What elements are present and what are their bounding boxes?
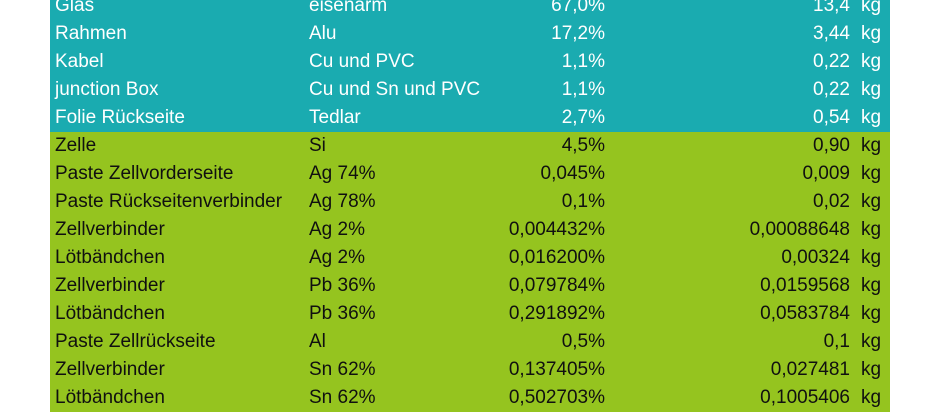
material-cell: Ag 78% [309,191,376,212]
material-cell: Alu [309,23,337,44]
unit-cell: kg [861,219,882,240]
table-row: Zellverbinder Ag 2% 0,004432% 0,00088648 kg [50,216,890,244]
component-cell: Glas [55,0,95,16]
component-cell: Paste Zellvorderseite [55,163,234,184]
mass-cell: 0,54 [813,107,850,128]
unit-cell: kg [861,275,882,296]
material-cell: Pb 36% [309,275,376,296]
material-cell: Sn 62% [309,387,376,408]
percent-cell: 67,0% [551,0,605,16]
unit-cell: kg [861,303,882,324]
material-cell: Si [309,135,326,156]
unit-cell: kg [861,359,882,380]
mass-cell: 3,44 [813,23,850,44]
unit-cell: kg [861,23,882,44]
mass-cell: 0,22 [813,79,850,100]
component-cell: Lötbändchen [55,387,165,408]
percent-cell: 0,016200% [508,247,605,268]
percent-cell: 0,045% [540,163,605,184]
percent-cell: 4,5% [561,135,605,156]
percent-cell: 2,7% [561,107,605,128]
percent-cell: 1,1% [561,51,605,72]
unit-cell: kg [861,0,882,16]
component-cell: Rahmen [55,23,127,44]
mass-cell: 0,00088648 [749,219,850,240]
table-row: junction Box Cu und Sn und PVC 1,1% 0,22 kg [50,76,890,104]
material-cell: Tedlar [309,107,361,128]
component-cell: Zellverbinder [55,219,165,240]
component-cell: Paste Rückseitenverbinder [55,191,283,212]
table-row: Kabel Cu und PVC 1,1% 0,22 kg [50,48,890,76]
unit-cell: kg [861,331,882,352]
table-row: Zellverbinder Pb 36% 0,079784% 0,0159568 kg [50,272,890,300]
material-cell: Cu und PVC [309,51,415,72]
table-row: Rahmen Alu 17,2% 3,44 kg [50,20,890,48]
unit-cell: kg [861,79,882,100]
mass-cell: 0,02 [813,191,850,212]
table-row: Folie Rückseite Tedlar 2,7% 0,54 kg [50,104,890,132]
material-cell: Cu und Sn und PVC [309,79,481,100]
percent-cell: 0,137405% [508,359,605,380]
unit-cell: kg [861,247,882,268]
component-cell: Paste Zellrückseite [55,331,216,352]
mass-cell: 13,4 [813,0,850,16]
mass-cell: 0,027481 [770,359,850,380]
table-row: Zelle Si 4,5% 0,90 kg [50,132,890,160]
unit-cell: kg [861,387,882,408]
mass-cell: 0,0583784 [760,303,850,324]
percent-cell: 0,1% [561,191,605,212]
component-cell: Zellverbinder [55,275,165,296]
unit-cell: kg [861,191,882,212]
unit-cell: kg [861,107,882,128]
material-cell: Ag 2% [309,247,365,268]
material-cell: Ag 74% [309,163,376,184]
percent-cell: 0,291892% [508,303,605,324]
table-row: Lötbändchen Sn 62% 0,502703% 0,1005406 kg [50,384,890,412]
material-cell: eisenarm [309,0,388,16]
mass-cell: 0,90 [813,135,850,156]
component-cell: Folie Rückseite [55,107,185,128]
table-row: Zellverbinder Sn 62% 0,137405% 0,027481 kg [50,356,890,384]
percent-cell: 0,5% [561,331,605,352]
mass-cell: 0,1 [823,331,850,352]
unit-cell: kg [861,135,882,156]
percent-cell: 0,502703% [508,387,605,408]
material-table: Glas eisenarm 67,0% 13,4 kg Rahmen Alu 17,2% 3,4… [50,0,890,412]
mass-cell: 0,009 [802,163,850,184]
material-cell: Al [309,331,326,352]
table-row: Lötbändchen Pb 36% 0,291892% 0,0583784 kg [50,300,890,328]
percent-cell: 0,079784% [508,275,605,296]
table-row: Lötbändchen Ag 2% 0,016200% 0,00324 kg [50,244,890,272]
component-cell: Zellverbinder [55,359,165,380]
material-cell: Pb 36% [309,303,376,324]
component-cell: Kabel [55,51,104,72]
table-row: Paste Rückseitenverbinder Ag 78% 0,1% 0,02 k… [50,188,890,216]
table-row: Paste Zellrückseite Al 0,5% 0,1 kg [50,328,890,356]
percent-cell: 0,004432% [508,219,605,240]
component-cell: junction Box [55,79,159,100]
mass-cell: 0,0159568 [760,275,850,296]
mass-cell: 0,22 [813,51,850,72]
percent-cell: 1,1% [561,79,605,100]
material-cell: Ag 2% [309,219,365,240]
mass-cell: 0,1005406 [760,387,850,408]
percent-cell: 17,2% [551,23,605,44]
component-cell: Lötbändchen [55,303,165,324]
component-cell: Lötbändchen [55,247,165,268]
material-cell: Sn 62% [309,359,376,380]
unit-cell: kg [861,51,882,72]
table-row: Glas eisenarm 67,0% 13,4 kg [50,0,890,20]
unit-cell: kg [861,163,882,184]
table-row: Paste Zellvorderseite Ag 74% 0,045% 0,009 kg [50,160,890,188]
component-cell: Zelle [55,135,97,156]
mass-cell: 0,00324 [781,247,850,268]
